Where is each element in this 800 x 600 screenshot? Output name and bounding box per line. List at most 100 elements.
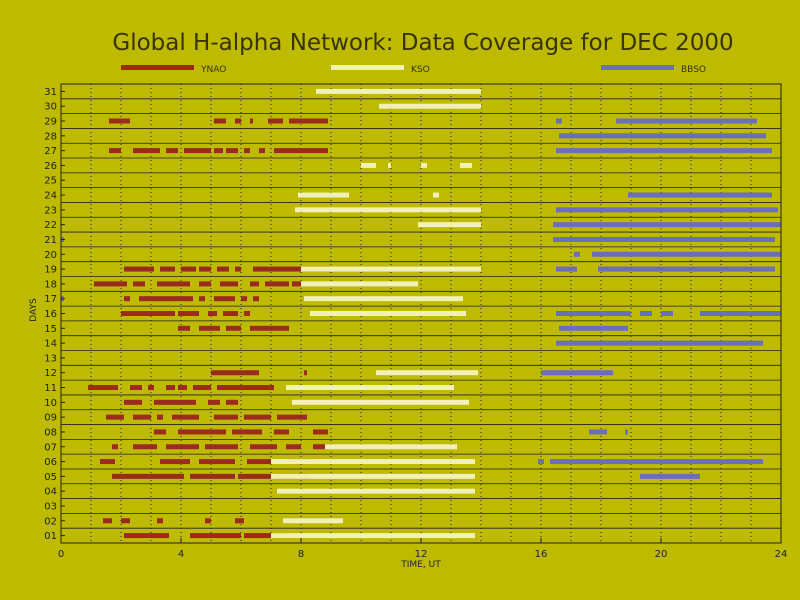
bar-ynao — [112, 473, 184, 479]
y-tick-label: 07 — [44, 442, 57, 453]
bar-bbso — [598, 266, 775, 272]
y-tick-label: 25 — [44, 176, 57, 187]
bar-ynao — [214, 148, 223, 154]
bar-ynao — [313, 444, 328, 450]
y-tick-label: 12 — [44, 368, 57, 379]
y-tick-label: 28 — [44, 131, 57, 142]
bar-ynao — [88, 385, 118, 391]
bar-ynao — [220, 281, 238, 287]
bar-ynao — [304, 370, 307, 376]
legend: YNAO KSO BBSO — [121, 65, 706, 75]
bar-ynao — [133, 148, 160, 154]
bar-kso — [283, 518, 343, 524]
bar-kso — [310, 311, 466, 316]
bar-ynao — [109, 148, 121, 154]
bar-ynao — [178, 325, 190, 331]
bar-ynao — [100, 459, 115, 465]
legend-swatch-ynao — [121, 65, 194, 70]
bar-ynao — [226, 148, 238, 154]
bar-ynao — [235, 118, 241, 124]
bar-ynao — [211, 370, 259, 376]
bar-ynao — [226, 325, 241, 331]
bar-ynao — [244, 414, 271, 420]
bar-ynao — [226, 399, 238, 405]
bar-bbso — [538, 459, 544, 465]
x-tick-label: 12 — [415, 549, 428, 560]
bar-bbso — [616, 118, 757, 124]
x-tick-label: 8 — [298, 549, 304, 560]
bar-ynao — [157, 414, 163, 420]
bar-kso — [388, 162, 391, 168]
bar-ynao — [205, 444, 238, 450]
bar-kso — [376, 370, 478, 376]
bar-kso — [271, 459, 475, 465]
bar-ynao — [121, 518, 130, 524]
bar-ynao — [250, 118, 253, 124]
bar-kso — [271, 533, 475, 539]
bar-ynao — [172, 414, 199, 420]
bar-ynao — [133, 414, 151, 420]
bar-bbso — [592, 251, 781, 257]
bar-ynao — [286, 444, 301, 450]
y-tick-label: 05 — [44, 472, 57, 483]
bar-ynao — [250, 325, 289, 331]
bar-ynao — [250, 281, 259, 287]
bar-ynao — [106, 414, 124, 420]
bar-ynao — [181, 266, 196, 272]
bar-bbso — [556, 340, 763, 346]
bar-ynao — [199, 266, 211, 272]
bar-ynao — [313, 429, 328, 435]
bar-ynao — [253, 266, 259, 272]
x-tick-label: 0 — [58, 549, 64, 560]
bar-ynao — [274, 148, 328, 154]
bar-ynao — [244, 533, 292, 539]
bar-bbso — [640, 311, 652, 316]
y-tick-label: 27 — [44, 146, 57, 157]
bar-ynao — [166, 385, 175, 391]
bar-ynao — [121, 311, 175, 316]
bar-ynao — [259, 266, 331, 272]
y-tick-label: 14 — [44, 339, 57, 350]
y-tick-label: 13 — [44, 353, 57, 364]
bar-kso — [460, 162, 472, 168]
y-tick-label: 11 — [44, 383, 57, 394]
bar-ynao — [193, 385, 211, 391]
y-tick-label: 24 — [44, 191, 57, 202]
bar-ynao — [154, 399, 196, 405]
bar-ynao — [178, 385, 187, 391]
bar-kso — [301, 266, 481, 272]
y-tick-label: 03 — [44, 501, 57, 512]
bar-ynao — [208, 399, 220, 405]
bar-ynao — [205, 518, 211, 524]
bar-bbso — [628, 192, 772, 198]
bar-kso — [325, 444, 457, 450]
bar-ynao — [235, 266, 241, 272]
y-tick-label: 30 — [44, 102, 57, 113]
x-tick-label: 20 — [655, 549, 668, 560]
bar-ynao — [235, 518, 244, 524]
x-tick-label: 24 — [775, 549, 788, 560]
y-tick-label: 26 — [44, 161, 57, 172]
bar-ynao — [190, 473, 235, 479]
bar-ynao — [199, 325, 220, 331]
bar-bbso — [553, 236, 775, 242]
bar-ynao — [244, 148, 250, 154]
bar-ynao — [166, 148, 178, 154]
bar-bbso — [553, 222, 781, 228]
bar-kso — [379, 103, 481, 109]
bar-bbso — [550, 459, 763, 465]
y-tick-label: 09 — [44, 413, 57, 424]
bar-ynao — [178, 311, 199, 316]
legend-label-ynao: YNAO — [200, 65, 226, 75]
bar-kso — [298, 192, 349, 198]
bar-ynao — [199, 296, 205, 302]
y-tick-label: 31 — [44, 87, 57, 98]
bar-ynao — [214, 118, 226, 124]
bar-ynao — [217, 266, 229, 272]
bar-ynao — [265, 281, 289, 287]
bar-ynao — [109, 118, 130, 124]
y-tick-label: 04 — [44, 487, 57, 498]
x-tick-label: 16 — [535, 549, 548, 560]
bar-bbso — [700, 311, 781, 316]
